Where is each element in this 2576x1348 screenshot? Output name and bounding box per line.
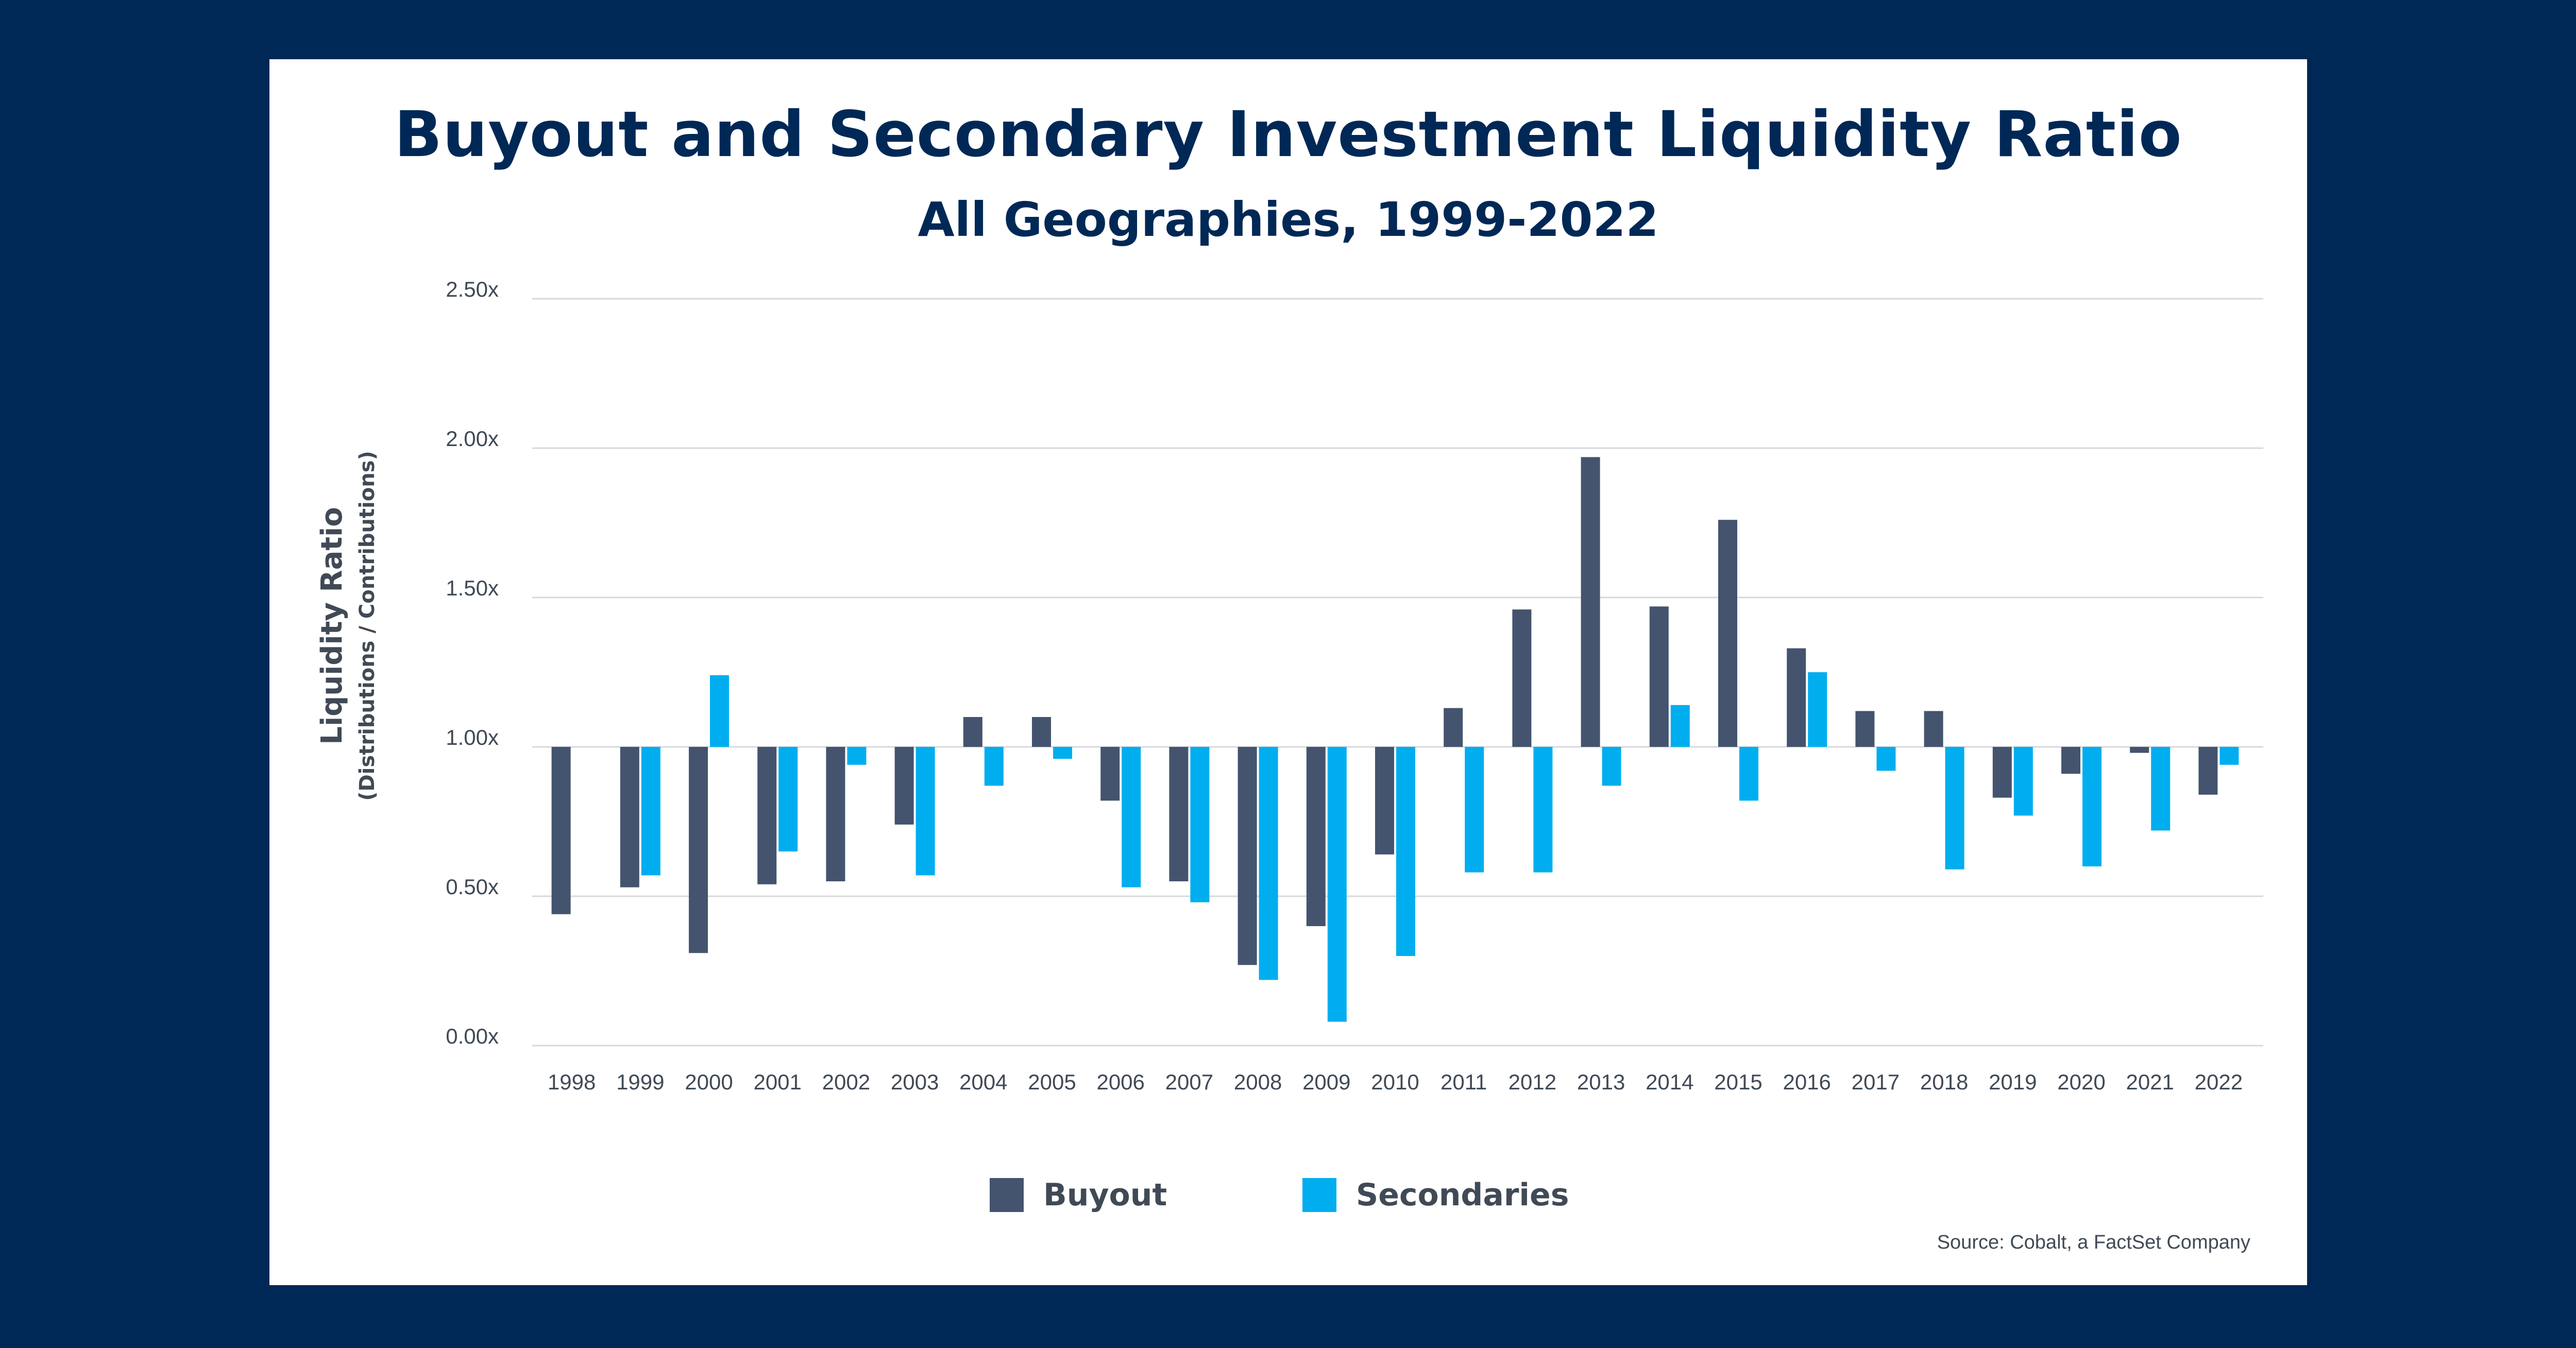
x-axis-ticks: 1998 1999 2000 2001 2002 2003 2004 2005 2006 2007… [548,1070,2243,1094]
buyout-bar-2002 [826,747,845,881]
y-axis-label: Liquidity Ratio (Distributions / Contrib… [315,451,379,801]
x-tick-label: 2010 [1371,1070,1419,1094]
buyout-bar-2014 [1649,606,1669,747]
buyout-bar-2019 [1992,747,2012,798]
buyout-bar-1999 [620,747,639,888]
x-tick-label: 2014 [1646,1070,1693,1094]
buyout-bar-2013 [1581,457,1600,747]
bars [551,457,2239,1022]
secondaries-bar-2011 [1465,747,1484,873]
secondaries-swatch [1302,1178,1336,1212]
x-tick-label: 1998 [548,1070,596,1094]
source-note: Source: Cobalt, a FactSet Company [1937,1232,2250,1253]
buyout-bar-2005 [1032,717,1051,747]
x-tick-label: 2022 [2195,1070,2243,1094]
buyout-bar-2021 [2130,747,2149,753]
y-tick-label: 2.50x [446,277,499,301]
legend-label-secondaries: Secondaries [1356,1177,1569,1213]
secondaries-bar-1999 [641,747,660,876]
legend-item-buyout: Buyout [990,1177,1167,1213]
secondaries-bar-2002 [847,747,867,765]
x-tick-label: 2020 [2057,1070,2105,1094]
buyout-bar-2012 [1512,609,1532,747]
x-tick-label: 2004 [959,1070,1007,1094]
secondaries-bar-2004 [984,747,1004,786]
secondaries-bar-2014 [1670,705,1690,747]
buyout-bar-2016 [1787,648,1806,747]
secondaries-bar-2020 [2082,747,2102,866]
y-axis-ticks: 0.00x 0.50x 1.00x 1.50x 2.00x 2.50x [446,277,499,1048]
secondaries-bar-2013 [1602,747,1621,786]
secondaries-bar-2021 [2151,747,2171,831]
y-tick-label: 2.00x [446,426,499,451]
x-tick-label: 2001 [753,1070,801,1094]
buyout-bar-2008 [1238,747,1257,965]
secondaries-bar-2022 [2219,747,2239,765]
x-tick-label: 2007 [1165,1070,1213,1094]
x-tick-label: 2012 [1509,1070,1556,1094]
x-tick-label: 2002 [822,1070,870,1094]
buyout-bar-2004 [963,717,982,747]
x-tick-label: 2015 [1714,1070,1762,1094]
buyout-swatch [990,1178,1024,1212]
x-tick-label: 2003 [891,1070,939,1094]
x-tick-label: 2009 [1302,1070,1350,1094]
buyout-bar-2015 [1718,520,1737,747]
x-tick-label: 2005 [1028,1070,1076,1094]
chart-card: Buyout and Secondary Investment Liquidit… [269,59,2307,1285]
secondaries-bar-2018 [1945,747,1964,869]
x-tick-label: 2018 [1920,1070,1968,1094]
x-tick-label: 2016 [1783,1070,1831,1094]
buyout-bar-2022 [2198,747,2218,795]
secondaries-bar-2005 [1053,747,1072,759]
y-axis-title: Liquidity Ratio [315,507,349,744]
x-tick-label: 1999 [616,1070,664,1094]
secondaries-bar-2019 [2013,747,2033,816]
chart-title: Buyout and Secondary Investment Liquidit… [394,98,2182,171]
buyout-bar-2006 [1100,747,1120,801]
secondaries-bar-2009 [1327,747,1347,1022]
buyout-bar-2000 [689,747,708,953]
x-tick-label: 2013 [1577,1070,1625,1094]
x-tick-label: 2006 [1096,1070,1144,1094]
secondaries-bar-2015 [1739,747,1758,801]
buyout-bar-1998 [551,747,571,914]
y-axis-subtitle: (Distributions / Contributions) [355,451,379,801]
legend-item-secondaries: Secondaries [1302,1177,1569,1213]
x-tick-label: 2017 [1852,1070,1900,1094]
secondaries-bar-2012 [1533,747,1553,873]
buyout-bar-2009 [1306,747,1326,926]
y-tick-label: 0.00x [446,1024,499,1048]
buyout-bar-2003 [894,747,914,825]
secondaries-bar-2001 [778,747,798,851]
secondaries-bar-2008 [1259,747,1278,980]
secondaries-bar-2017 [1876,747,1896,771]
buyout-bar-2010 [1375,747,1394,855]
buyout-bar-2017 [1855,711,1875,747]
x-tick-label: 2008 [1234,1070,1282,1094]
secondaries-bar-2003 [916,747,935,876]
secondaries-bar-2007 [1190,747,1210,902]
x-tick-label: 2021 [2126,1070,2174,1094]
buyout-bar-2020 [2061,747,2080,774]
secondaries-bar-2010 [1396,747,1415,956]
secondaries-bar-2000 [710,675,729,747]
buyout-bar-2018 [1924,711,1943,747]
buyout-bar-2007 [1169,747,1189,881]
x-tick-label: 2011 [1440,1070,1487,1094]
buyout-bar-2011 [1444,708,1463,747]
buyout-bar-2001 [757,747,777,884]
y-tick-label: 1.50x [446,576,499,600]
chart-subtitle: All Geographies, 1999-2022 [918,192,1659,247]
secondaries-bar-2016 [1808,672,1827,747]
legend: Buyout Secondaries [269,1177,2307,1218]
x-tick-label: 2000 [685,1070,733,1094]
bar-chart: 0.00x 0.50x 1.00x 1.50x 2.00x 2.50x 1998 1999 2… [315,277,2263,1094]
x-tick-label: 2019 [1989,1070,2037,1094]
y-tick-label: 1.00x [446,725,499,749]
y-tick-label: 0.50x [446,875,499,899]
secondaries-bar-2006 [1122,747,1141,888]
legend-label-buyout: Buyout [1043,1177,1167,1213]
